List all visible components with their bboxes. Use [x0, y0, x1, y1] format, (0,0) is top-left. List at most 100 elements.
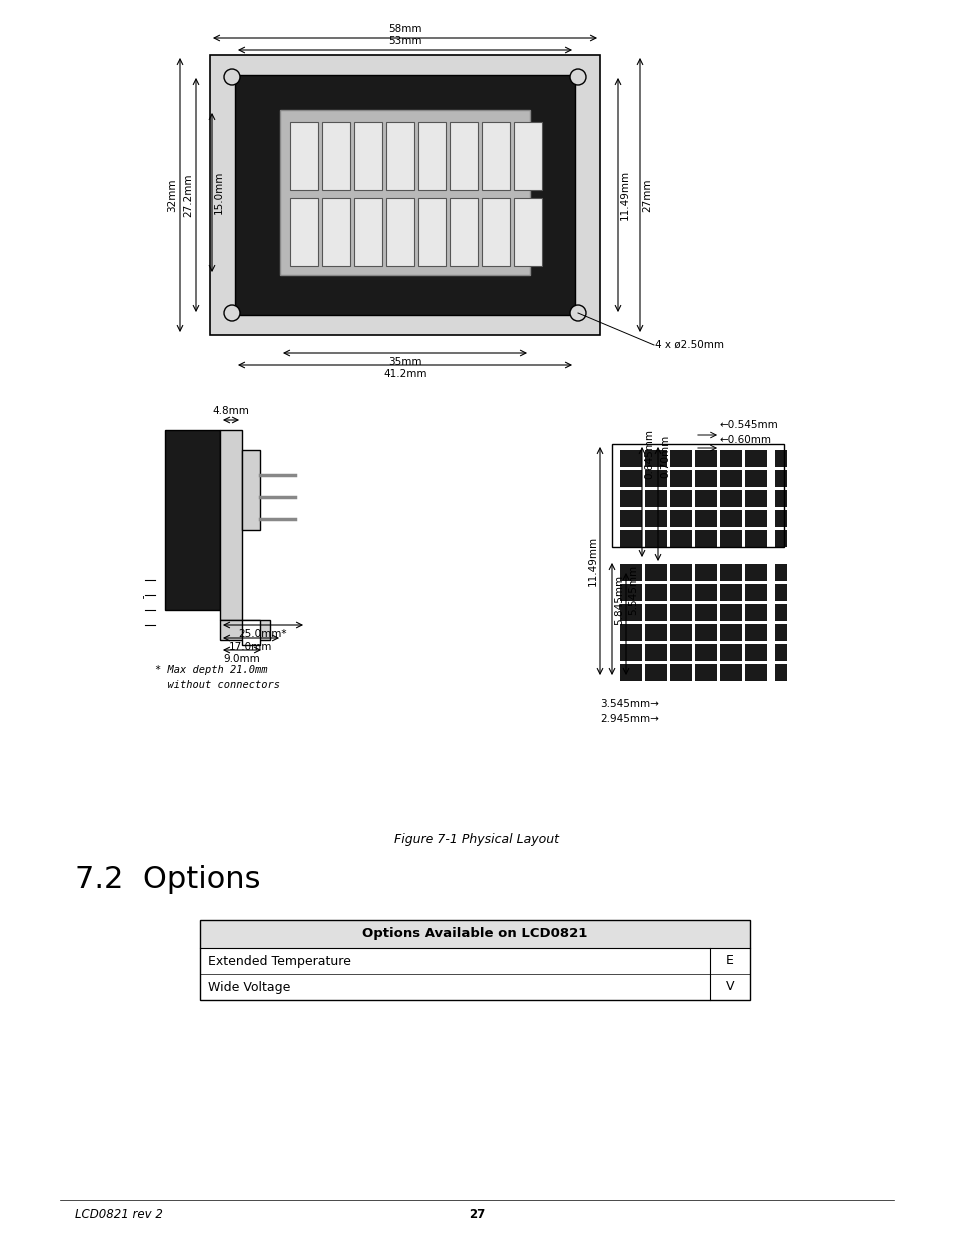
Text: 58mm: 58mm	[388, 23, 421, 35]
Bar	[720, 604, 741, 621]
Text: 25.0mm*: 25.0mm*	[238, 629, 287, 638]
Bar	[450, 198, 477, 266]
Bar	[720, 664, 741, 680]
Bar	[234, 75, 575, 315]
Text: 0.70mm: 0.70mm	[659, 435, 669, 478]
Bar	[720, 530, 741, 547]
Text: 15.0mm: 15.0mm	[213, 170, 224, 214]
Bar	[695, 624, 717, 641]
Bar	[280, 110, 530, 275]
Bar	[669, 450, 691, 467]
Text: 32mm: 32mm	[167, 178, 177, 211]
Bar	[450, 122, 477, 190]
Text: 4 x ø2.50mm: 4 x ø2.50mm	[655, 340, 723, 350]
Bar	[644, 664, 666, 680]
Bar	[720, 584, 741, 601]
Bar	[774, 530, 786, 547]
Bar	[669, 564, 691, 580]
Bar	[644, 530, 666, 547]
Bar	[669, 624, 691, 641]
Text: 4.8mm: 4.8mm	[213, 406, 249, 416]
Bar	[669, 510, 691, 527]
Bar	[644, 624, 666, 641]
Bar	[744, 471, 766, 487]
Text: 2.945mm→: 2.945mm→	[599, 714, 659, 724]
Bar	[644, 564, 666, 580]
Text: Wide Voltage: Wide Voltage	[208, 981, 290, 993]
Bar	[774, 624, 786, 641]
Bar	[695, 510, 717, 527]
Bar	[290, 122, 317, 190]
Bar	[695, 530, 717, 547]
Bar	[619, 584, 641, 601]
Text: V: V	[725, 981, 734, 993]
Text: * Max depth 21.0mm: * Max depth 21.0mm	[154, 664, 267, 676]
Bar	[514, 122, 541, 190]
Bar	[720, 490, 741, 508]
Bar	[695, 604, 717, 621]
Bar	[774, 471, 786, 487]
Bar	[619, 471, 641, 487]
Text: 27: 27	[468, 1209, 485, 1221]
Circle shape	[224, 69, 240, 85]
Bar	[290, 198, 317, 266]
Bar	[619, 604, 641, 621]
Bar	[720, 471, 741, 487]
Text: 35mm: 35mm	[388, 357, 421, 367]
Bar	[619, 564, 641, 580]
Bar	[210, 56, 599, 335]
Bar	[695, 584, 717, 601]
Bar	[644, 643, 666, 661]
Bar	[220, 620, 270, 640]
Bar	[669, 530, 691, 547]
Text: 11.49mm: 11.49mm	[619, 170, 629, 220]
Bar	[417, 122, 446, 190]
Bar	[481, 122, 510, 190]
Bar	[220, 430, 242, 620]
Text: LCD0821 rev 2: LCD0821 rev 2	[75, 1209, 163, 1221]
Text: 41.2mm: 41.2mm	[383, 369, 426, 379]
Bar	[669, 471, 691, 487]
Bar	[619, 664, 641, 680]
Text: 0.645mm: 0.645mm	[643, 429, 654, 479]
Bar	[744, 530, 766, 547]
Text: 53mm: 53mm	[388, 36, 421, 46]
Bar	[744, 564, 766, 580]
Bar	[720, 624, 741, 641]
Bar	[720, 450, 741, 467]
Text: ←0.545mm: ←0.545mm	[720, 420, 778, 430]
Bar	[242, 620, 260, 645]
Text: 3.545mm→: 3.545mm→	[599, 699, 659, 709]
Text: without connectors: without connectors	[154, 680, 280, 690]
Bar	[644, 490, 666, 508]
Bar	[695, 664, 717, 680]
Bar	[774, 584, 786, 601]
Bar	[669, 664, 691, 680]
Circle shape	[569, 69, 585, 85]
Text: ': '	[141, 595, 145, 605]
Bar	[200, 920, 749, 1000]
Text: ←0.60mm: ←0.60mm	[720, 435, 771, 445]
Text: E: E	[725, 955, 733, 967]
Bar	[774, 510, 786, 527]
Bar	[774, 564, 786, 580]
Bar	[644, 450, 666, 467]
Text: Extended Temperature: Extended Temperature	[208, 955, 351, 967]
Bar	[669, 584, 691, 601]
Bar	[695, 471, 717, 487]
Bar	[322, 122, 350, 190]
Bar	[386, 122, 414, 190]
Bar	[695, 490, 717, 508]
Bar	[644, 471, 666, 487]
Bar	[774, 490, 786, 508]
Bar	[644, 510, 666, 527]
Bar	[744, 624, 766, 641]
Text: Figure 7-1 Physical Layout: Figure 7-1 Physical Layout	[395, 834, 558, 846]
Bar	[744, 510, 766, 527]
Bar	[619, 510, 641, 527]
Text: 5.545mm: 5.545mm	[627, 564, 638, 615]
Circle shape	[569, 305, 585, 321]
Bar	[619, 490, 641, 508]
Text: 9.0mm: 9.0mm	[223, 655, 260, 664]
Bar	[354, 198, 381, 266]
